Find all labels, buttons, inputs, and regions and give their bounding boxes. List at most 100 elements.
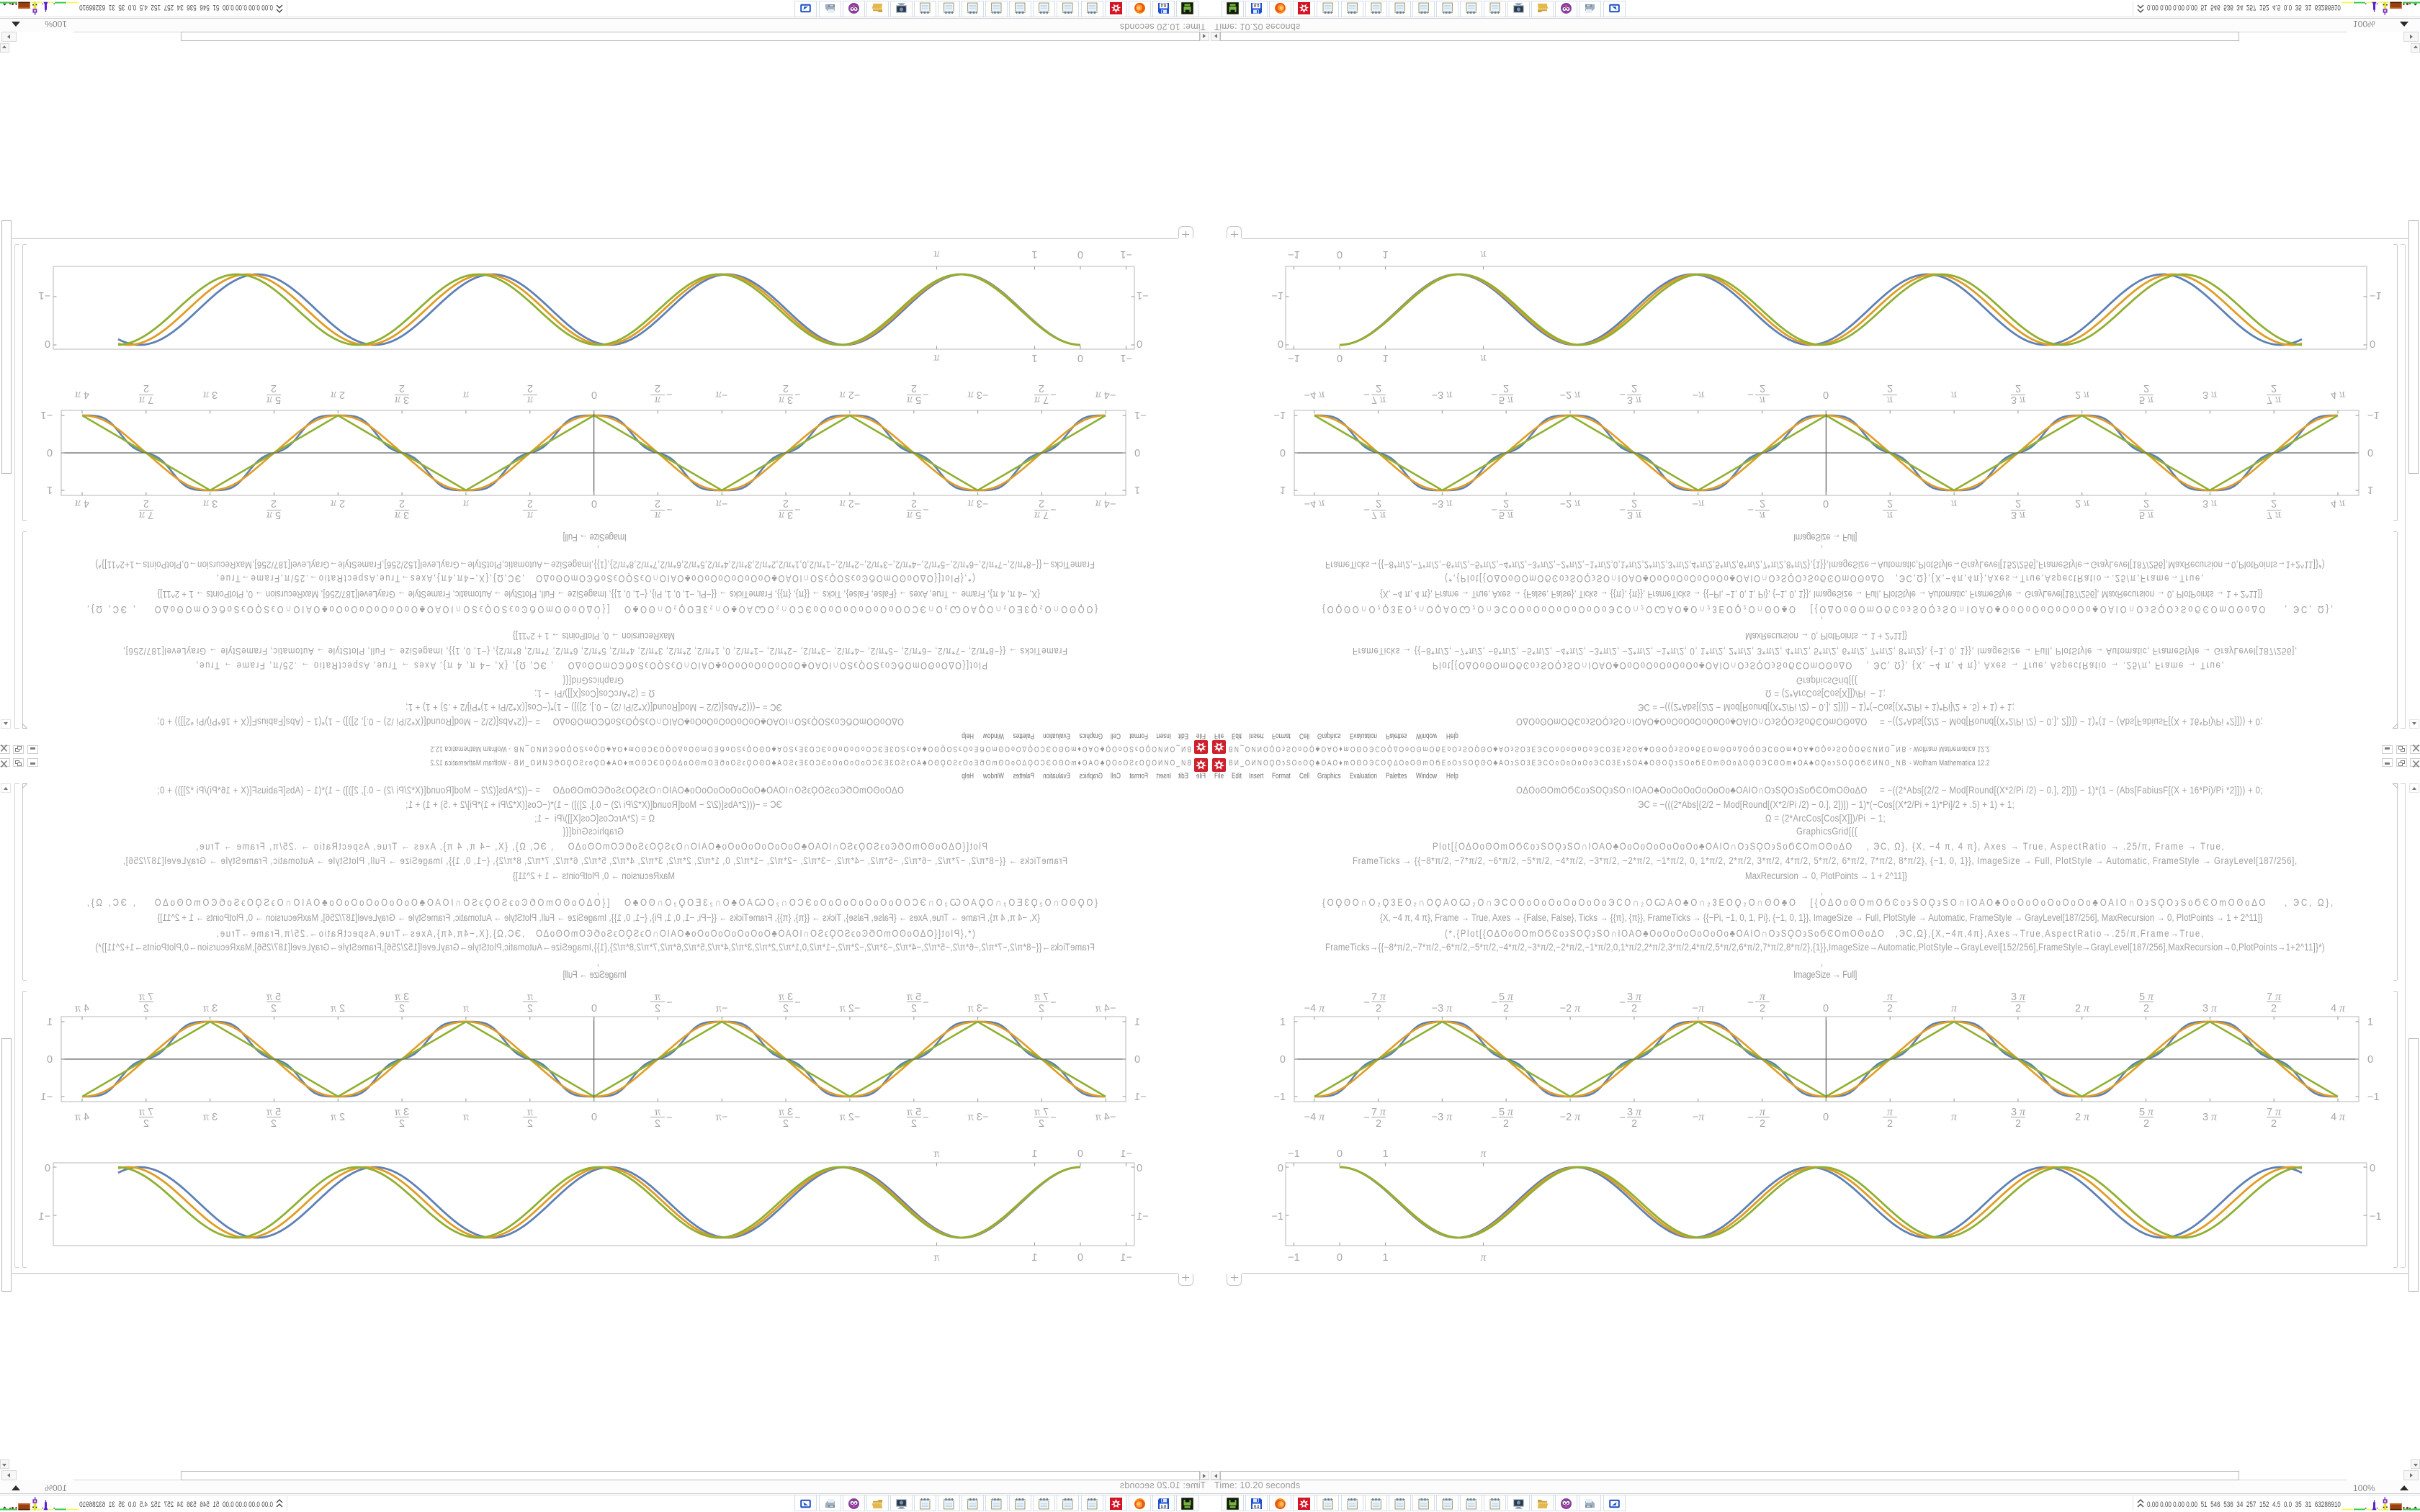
svg-text:0: 0 xyxy=(47,446,53,458)
svg-text:5 π: 5 π xyxy=(266,509,281,521)
svg-text:3 π: 3 π xyxy=(2202,1111,2218,1123)
svg-text:5 π: 5 π xyxy=(266,991,281,1003)
svg-text:−4 π: −4 π xyxy=(1095,1111,1116,1123)
svg-text:π: π xyxy=(1480,1251,1487,1264)
svg-text:2: 2 xyxy=(2015,1118,2021,1130)
svg-text:π: π xyxy=(1760,991,1766,1003)
svg-text:π: π xyxy=(1760,394,1766,406)
svg-text:2: 2 xyxy=(2271,498,2277,509)
svg-text:2: 2 xyxy=(783,1003,789,1014)
svg-text:0: 0 xyxy=(591,1112,597,1123)
svg-text:5 π: 5 π xyxy=(1499,394,1514,406)
svg-text:−1: −1 xyxy=(1271,289,1283,301)
svg-text:7 π: 7 π xyxy=(1371,394,1386,406)
svg-text:0: 0 xyxy=(1280,446,1286,458)
svg-text:−2 π: −2 π xyxy=(839,389,861,401)
svg-text:−4 π: −4 π xyxy=(1095,1002,1116,1014)
svg-text:5 π: 5 π xyxy=(906,1106,921,1118)
svg-text:0: 0 xyxy=(1278,1163,1283,1174)
svg-text:−1: −1 xyxy=(1134,1092,1147,1103)
svg-text:−3 π: −3 π xyxy=(1432,1111,1453,1123)
svg-text:−: − xyxy=(1050,997,1056,1009)
svg-text:−: − xyxy=(923,503,928,515)
svg-text:−π: −π xyxy=(1693,389,1705,401)
svg-text:−1: −1 xyxy=(38,1211,50,1223)
svg-text:π: π xyxy=(526,991,533,1003)
svg-text:−: − xyxy=(1050,1112,1056,1124)
svg-text:1: 1 xyxy=(47,1017,53,1028)
svg-text:2: 2 xyxy=(911,1003,917,1014)
svg-text:0: 0 xyxy=(45,1163,50,1174)
svg-text:3 π: 3 π xyxy=(778,991,793,1003)
svg-text:7 π: 7 π xyxy=(1371,509,1386,521)
svg-text:7 π: 7 π xyxy=(138,1106,153,1118)
svg-text:5 π: 5 π xyxy=(2139,394,2154,406)
svg-text:2: 2 xyxy=(399,382,405,394)
svg-text:−: − xyxy=(1620,1112,1626,1124)
svg-text:2: 2 xyxy=(1631,1003,1637,1014)
svg-text:0: 0 xyxy=(1077,352,1083,364)
svg-text:2: 2 xyxy=(1039,1118,1044,1130)
svg-text:2 π: 2 π xyxy=(330,1111,345,1123)
svg-text:−4 π: −4 π xyxy=(1095,498,1116,510)
svg-text:−π: −π xyxy=(1693,498,1705,510)
svg-text:2: 2 xyxy=(2143,382,2149,394)
svg-text:−1: −1 xyxy=(2370,1211,2382,1223)
svg-text:3 π: 3 π xyxy=(1627,394,1642,406)
svg-text:π: π xyxy=(1951,1002,1958,1014)
svg-text:−3 π: −3 π xyxy=(967,389,989,401)
svg-text:−1: −1 xyxy=(40,1092,53,1103)
svg-text:0: 0 xyxy=(1137,1163,1142,1174)
svg-text:5 π: 5 π xyxy=(906,991,921,1003)
svg-text:5 π: 5 π xyxy=(266,1106,281,1118)
svg-text:−: − xyxy=(794,388,800,400)
svg-text:3 π: 3 π xyxy=(1627,1106,1642,1118)
svg-text:1: 1 xyxy=(47,484,53,495)
svg-text:3 π: 3 π xyxy=(2011,394,2026,406)
svg-text:π: π xyxy=(1480,248,1487,261)
svg-text:0: 0 xyxy=(591,498,597,509)
svg-text:π: π xyxy=(654,394,660,406)
svg-text:2: 2 xyxy=(2143,1003,2149,1014)
svg-text:1: 1 xyxy=(1031,1252,1037,1264)
svg-text:3 π: 3 π xyxy=(394,1106,409,1118)
svg-text:2: 2 xyxy=(1760,382,1765,394)
svg-text:−: − xyxy=(1748,388,1754,400)
svg-text:2: 2 xyxy=(1376,382,1381,394)
svg-text:π: π xyxy=(654,509,660,521)
svg-text:4 π: 4 π xyxy=(74,1111,89,1123)
svg-text:2: 2 xyxy=(1887,1003,1893,1014)
svg-text:2: 2 xyxy=(1887,498,1893,509)
svg-text:5 π: 5 π xyxy=(2139,991,2154,1003)
svg-text:0: 0 xyxy=(591,1003,597,1014)
svg-text:−1: −1 xyxy=(1120,1148,1132,1160)
svg-text:−1: −1 xyxy=(1137,289,1149,301)
svg-text:−4 π: −4 π xyxy=(1304,1002,1326,1014)
svg-text:3 π: 3 π xyxy=(202,389,218,401)
svg-text:7 π: 7 π xyxy=(138,991,153,1003)
svg-text:0: 0 xyxy=(2370,338,2375,349)
svg-text:−3 π: −3 π xyxy=(967,1002,989,1014)
svg-text:2: 2 xyxy=(1376,498,1381,509)
svg-text:−2 π: −2 π xyxy=(839,498,861,510)
svg-text:7 π: 7 π xyxy=(138,509,153,521)
svg-text:64: 64 xyxy=(1254,1504,1260,1509)
svg-text:1: 1 xyxy=(2367,1017,2373,1028)
svg-text:−1: −1 xyxy=(1120,248,1132,260)
svg-text:−1: −1 xyxy=(40,409,53,420)
svg-text:0: 0 xyxy=(2370,1163,2375,1174)
svg-text:π: π xyxy=(654,1106,660,1118)
svg-text:π: π xyxy=(462,498,469,510)
svg-text:−: − xyxy=(794,997,800,1009)
svg-text:−π: −π xyxy=(1693,1111,1705,1123)
svg-text:0: 0 xyxy=(1134,446,1140,458)
svg-text:2: 2 xyxy=(2015,1003,2021,1014)
svg-text:7 π: 7 π xyxy=(1034,394,1049,406)
svg-text:−4 π: −4 π xyxy=(1304,389,1326,401)
svg-text:0: 0 xyxy=(591,389,597,400)
svg-text:−π: −π xyxy=(715,498,727,510)
svg-text:0: 0 xyxy=(1337,248,1343,260)
svg-text:−: − xyxy=(1620,503,1626,515)
svg-text:0: 0 xyxy=(1823,1112,1829,1123)
svg-text:5 π: 5 π xyxy=(266,394,281,406)
